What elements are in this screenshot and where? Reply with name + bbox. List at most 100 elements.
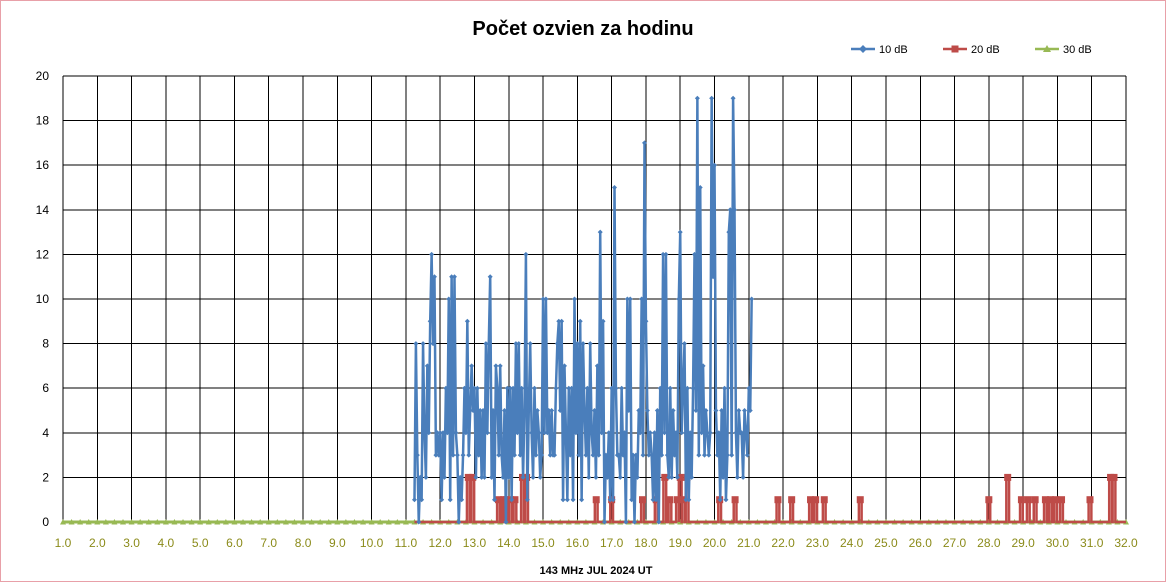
x-tick-label: 9.0 — [329, 536, 346, 550]
series-10db-point — [483, 341, 489, 347]
series-10db-point — [606, 430, 612, 436]
series-10db-point — [500, 474, 506, 480]
series-10db-point — [686, 497, 692, 503]
series-10db-point — [666, 474, 672, 480]
series-10db-point — [699, 430, 705, 436]
series-10db-point — [574, 341, 580, 347]
series-30db-point — [85, 519, 92, 525]
series-10db-point — [444, 430, 450, 436]
series-10db-point — [546, 408, 552, 413]
series-10db-point — [511, 452, 517, 458]
series-10db-point — [553, 385, 559, 391]
series-30db-point — [334, 519, 341, 525]
series-10db-point — [433, 452, 439, 458]
series-30db-point — [111, 519, 118, 525]
series-10db-point — [429, 251, 435, 257]
series-10db-point — [726, 229, 732, 235]
series-10db-point — [679, 430, 685, 436]
series-20db-point — [1110, 473, 1118, 481]
series-10db-point — [421, 430, 427, 436]
series-10db-point — [714, 452, 720, 458]
series-10db-point — [477, 408, 483, 413]
y-axis-ticks: 0 2 4 6 8 10 12 14 16 18 20 — [36, 69, 50, 529]
series-10db-point — [426, 430, 432, 436]
series-10db-point — [446, 296, 452, 302]
series-10db-point — [496, 452, 502, 458]
series-10db-point — [633, 452, 639, 458]
series-10db-point — [744, 452, 750, 458]
series-layer — [60, 95, 1129, 525]
series-30db-point — [368, 519, 375, 525]
series-10db-point — [504, 385, 510, 391]
series-10db-point — [579, 497, 585, 503]
series-10db-point — [632, 519, 638, 525]
series-10db-point — [491, 497, 497, 503]
y-tick-label: 0 — [42, 515, 49, 529]
y-tick-label: 14 — [36, 203, 50, 217]
x-tick-label: 8.0 — [295, 536, 312, 550]
y-tick-label: 16 — [36, 158, 50, 172]
series-10db-point — [467, 408, 473, 413]
series-20db-point — [820, 496, 828, 504]
series-20db-point — [1031, 496, 1039, 504]
series-30db-point — [205, 519, 212, 525]
series-20db-point — [1047, 496, 1055, 504]
series-20db-point — [1017, 496, 1025, 504]
series-30db-point — [360, 519, 367, 525]
series-10db-point — [581, 408, 587, 413]
series-10db-point — [723, 497, 729, 503]
series-10db-point — [517, 452, 523, 458]
series-10db-point — [687, 430, 693, 436]
series-10db-point — [557, 408, 563, 413]
series-10db-point — [520, 474, 526, 480]
series-10db-point — [526, 408, 532, 413]
series-10db-point — [642, 140, 648, 146]
series-20db-point — [676, 473, 684, 481]
series-20db-point — [592, 496, 600, 504]
series-10db-point — [593, 474, 599, 480]
series-10db-point — [417, 474, 423, 480]
series-30db-point — [231, 519, 238, 525]
series-10db-point — [531, 385, 537, 391]
series-10db-point — [577, 318, 583, 324]
x-tick-label: 6.0 — [226, 536, 243, 550]
series-10db-point — [662, 430, 668, 436]
series-10db-point — [460, 452, 466, 458]
series-10db-point — [533, 452, 539, 458]
x-tick-label: 3.0 — [123, 536, 140, 550]
series-10db-point — [652, 430, 658, 436]
series-10db-point — [510, 385, 516, 391]
series-10db-point — [616, 452, 622, 458]
x-tick-label: 4.0 — [158, 536, 175, 550]
series-30db-point — [197, 519, 204, 525]
series-10db-point — [747, 408, 753, 413]
series-10db — [411, 95, 755, 525]
series-10db-point — [443, 385, 449, 391]
series-10db-point — [561, 363, 567, 369]
series-10db-point — [647, 430, 653, 436]
series-30db-point — [102, 519, 109, 525]
series-10db-point — [612, 185, 618, 190]
series-10db-point — [629, 497, 635, 503]
series-10db-point — [471, 385, 477, 391]
series-10db-point — [664, 452, 670, 458]
series-10db-point — [570, 497, 576, 503]
series-10db-point — [599, 430, 605, 436]
series-10db-point — [609, 385, 615, 391]
series-10db-point — [490, 408, 496, 413]
series-10db-point — [663, 251, 669, 257]
series-10db-point — [732, 207, 738, 213]
series-20db-point — [511, 496, 519, 504]
x-tick-label: 30.0 — [1046, 536, 1070, 550]
series-30db-point — [68, 519, 75, 525]
series-10db-point — [493, 363, 499, 369]
series-10db-point — [464, 318, 470, 324]
series-20db-point — [1052, 496, 1060, 504]
series-10db-point — [712, 162, 718, 168]
series-10db-point — [716, 430, 722, 436]
series-10db-point — [596, 452, 602, 458]
series-10db-point — [519, 385, 525, 391]
series-10db-point — [670, 408, 676, 413]
series-10db-point — [649, 452, 655, 458]
